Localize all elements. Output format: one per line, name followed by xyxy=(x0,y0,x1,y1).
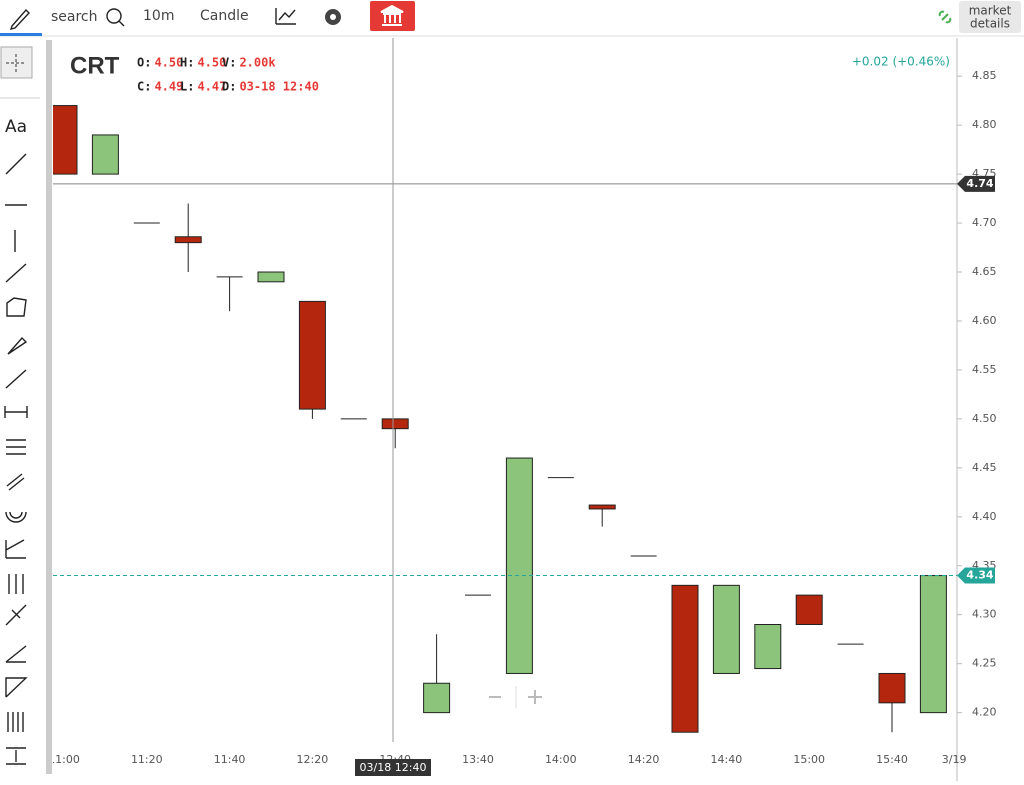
link-icon[interactable] xyxy=(938,10,952,24)
x-tick-label: 11:00 xyxy=(48,753,80,766)
candle-body xyxy=(919,575,947,714)
search[interactable]: search xyxy=(51,9,98,25)
header-label: V: xyxy=(222,56,236,70)
header-label: L: xyxy=(180,80,194,94)
market-details[interactable]: details xyxy=(970,17,1010,31)
time-tag xyxy=(355,759,431,776)
candle-body xyxy=(588,504,616,510)
candle-body xyxy=(298,300,326,410)
y-tick-label: 4.55 xyxy=(972,363,997,376)
x-tick-label: 14:00 xyxy=(545,753,577,766)
plot-area xyxy=(53,38,957,742)
text-tool[interactable]: Aa xyxy=(5,117,27,137)
candle-body xyxy=(174,236,202,244)
bank-button[interactable] xyxy=(370,1,415,31)
interval[interactable]: 10m xyxy=(143,8,174,24)
search-icon[interactable] xyxy=(106,8,122,24)
tool-icons[interactable] xyxy=(4,153,28,765)
header-value: 4.50 xyxy=(197,56,226,70)
candle-body xyxy=(878,672,906,704)
x-tick-label: 3/19 xyxy=(942,753,967,766)
candle-body xyxy=(423,682,451,714)
x-tick-label: 14:40 xyxy=(711,753,743,766)
candle-body xyxy=(712,584,740,674)
y-tick-label: 4.40 xyxy=(972,510,997,523)
candle-body xyxy=(257,271,285,283)
y-tick-label: 4.20 xyxy=(972,706,997,719)
header-value: 2.00k xyxy=(239,56,276,70)
y-tick-label: 4.85 xyxy=(972,69,997,82)
symbol: CRT xyxy=(70,52,120,79)
x-tick-label: 12:20 xyxy=(297,753,329,766)
last-price-tag xyxy=(957,567,995,584)
y-tick-label: 4.45 xyxy=(972,461,997,474)
crosshair-time: 03/18 12:40 xyxy=(360,761,427,774)
candle-body xyxy=(671,584,699,733)
candle-body xyxy=(53,105,78,175)
y-tick-label: 4.25 xyxy=(972,657,997,670)
y-tick-label: 4.65 xyxy=(972,265,997,278)
change: +0.02 (+0.46%) xyxy=(852,55,950,69)
candle-body xyxy=(505,457,533,674)
candle-body xyxy=(91,134,119,175)
last-price-label: 4.34 xyxy=(966,569,993,582)
x-tick-label: 11:40 xyxy=(214,753,246,766)
y-tick-label: 4.60 xyxy=(972,314,997,327)
y-tick-label: 4.70 xyxy=(972,216,997,229)
x-tick-label: 13:40 xyxy=(462,753,494,766)
sidebar xyxy=(0,37,46,781)
crosshair-label: 4.74 xyxy=(966,177,993,190)
header-value: 4.50 xyxy=(154,56,183,70)
draw-icon[interactable] xyxy=(9,8,30,30)
chart-style[interactable]: Candle xyxy=(200,8,249,24)
header-value: 4.49 xyxy=(154,80,183,94)
x-tick-label: 11:20 xyxy=(131,753,163,766)
toolbar xyxy=(0,0,1024,36)
header-label: O: xyxy=(137,56,151,70)
header-value: 03-18 12:40 xyxy=(239,80,318,94)
market-details-button[interactable] xyxy=(959,1,1021,33)
header-label: C: xyxy=(137,80,151,94)
x-tick-label: 15:00 xyxy=(793,753,825,766)
active-tab xyxy=(0,33,42,36)
y-tick-label: 4.80 xyxy=(972,118,997,131)
y-tick-label: 4.30 xyxy=(972,608,997,621)
candle-body xyxy=(754,624,782,670)
header-label: D: xyxy=(222,80,236,94)
market-details[interactable]: market xyxy=(969,4,1012,18)
crosshair-tag xyxy=(957,175,995,192)
candle-body xyxy=(795,594,823,626)
candle-body xyxy=(381,418,409,430)
indicator-icon[interactable] xyxy=(275,8,296,25)
x-tick-label: 15:40 xyxy=(876,753,908,766)
header-value: 4.47 xyxy=(197,80,226,94)
y-tick-label: 4.50 xyxy=(972,412,997,425)
x-tick-label: 14:20 xyxy=(628,753,660,766)
zoom-controls[interactable] xyxy=(478,683,554,711)
header-label: H: xyxy=(180,56,194,70)
